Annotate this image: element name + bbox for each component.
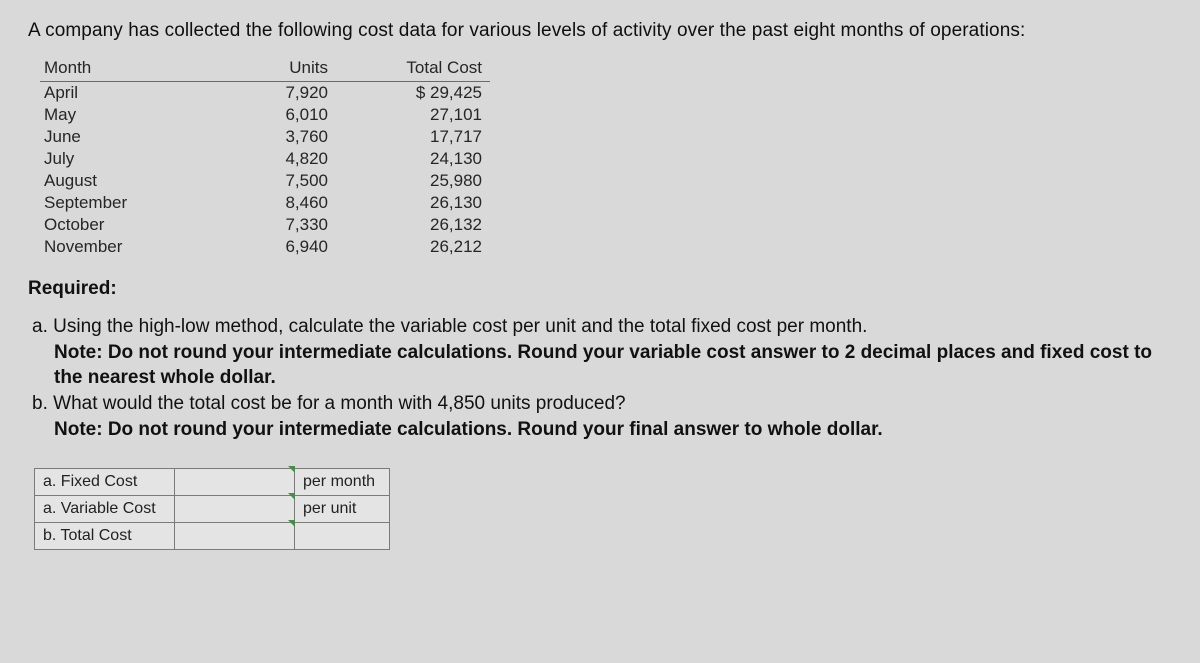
cell-units: 3,760 [224,126,348,148]
cell-month: November [40,236,224,258]
cell-marker-icon [288,520,295,527]
cell-month: May [40,104,224,126]
cell-month: July [40,148,224,170]
cost-data-table: Month Units Total Cost April 7,920 $ 29,… [40,56,490,258]
cell-month: October [40,214,224,236]
cell-units: 8,460 [224,192,348,214]
col-header-month: Month [40,56,224,82]
cell-month: June [40,126,224,148]
answer-input-cell[interactable] [175,523,295,550]
table-row: June 3,760 17,717 [40,126,490,148]
table-row: July 4,820 24,130 [40,148,490,170]
question-a-text: Using the high-low method, calculate the… [48,316,868,337]
cell-cost: $ 29,425 [348,82,490,105]
answer-row-variable-cost: a. Variable Cost per unit [35,496,390,523]
answer-label: a. Variable Cost [35,496,175,523]
question-b-label: b. [32,391,48,417]
cell-marker-icon [288,493,295,500]
question-b-text: What would the total cost be for a month… [48,393,626,414]
cell-units: 7,330 [224,214,348,236]
answer-label: a. Fixed Cost [35,469,175,496]
table-row: November 6,940 26,212 [40,236,490,258]
col-header-units: Units [224,56,348,82]
answer-input-cell[interactable] [175,469,295,496]
cell-marker-icon [288,466,295,473]
cell-units: 6,010 [224,104,348,126]
answer-table: a. Fixed Cost per month a. Variable Cost… [34,468,390,550]
cell-month: September [40,192,224,214]
table-row: May 6,010 27,101 [40,104,490,126]
total-cost-input[interactable] [183,526,290,546]
cell-units: 4,820 [224,148,348,170]
answer-row-fixed-cost: a. Fixed Cost per month [35,469,390,496]
answer-suffix [295,523,390,550]
cell-cost: 26,132 [348,214,490,236]
question-a-label: a. [32,314,48,340]
cell-cost: 17,717 [348,126,490,148]
variable-cost-input[interactable] [183,499,290,519]
answer-row-total-cost: b. Total Cost [35,523,390,550]
answer-suffix: per month [295,469,390,496]
col-header-cost: Total Cost [348,56,490,82]
question-b: b. What would the total cost be for a mo… [32,391,1172,442]
fixed-cost-input[interactable] [183,472,290,492]
intro-text: A company has collected the following co… [28,20,1172,42]
question-page: A company has collected the following co… [0,0,1200,570]
answer-label: b. Total Cost [35,523,175,550]
table-row: August 7,500 25,980 [40,170,490,192]
cell-cost: 25,980 [348,170,490,192]
question-b-note: Note: Do not round your intermediate cal… [32,417,1172,443]
question-a-note: Note: Do not round your intermediate cal… [32,340,1172,391]
question-list: a. Using the high-low method, calculate … [32,314,1172,442]
answer-input-cell[interactable] [175,496,295,523]
cell-month: April [40,82,224,105]
cell-units: 7,920 [224,82,348,105]
required-heading: Required: [28,278,1172,300]
table-row: October 7,330 26,132 [40,214,490,236]
cell-cost: 24,130 [348,148,490,170]
cell-month: August [40,170,224,192]
question-a: a. Using the high-low method, calculate … [32,314,1172,391]
table-row: September 8,460 26,130 [40,192,490,214]
cell-units: 7,500 [224,170,348,192]
cell-cost: 27,101 [348,104,490,126]
table-row: April 7,920 $ 29,425 [40,82,490,105]
cell-cost: 26,212 [348,236,490,258]
cell-cost: 26,130 [348,192,490,214]
answer-suffix: per unit [295,496,390,523]
cell-units: 6,940 [224,236,348,258]
